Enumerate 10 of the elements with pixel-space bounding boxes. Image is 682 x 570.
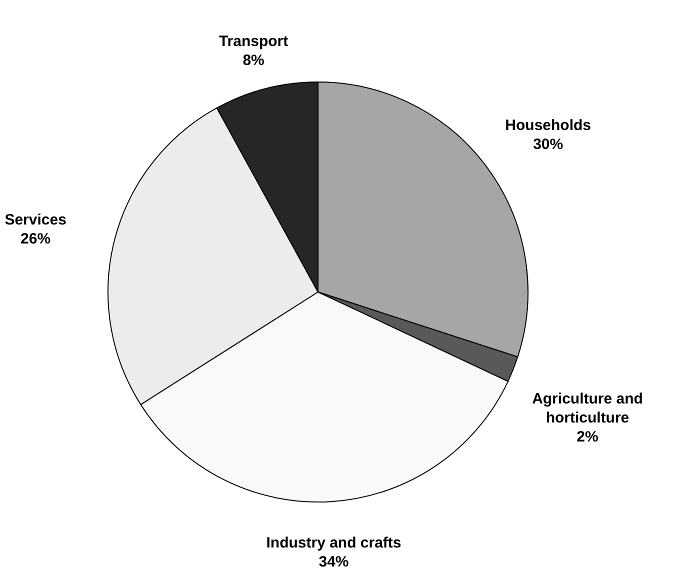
- data-label: 2%: [576, 428, 598, 446]
- slice-label: Households: [505, 116, 592, 134]
- data-label: 26%: [20, 230, 51, 248]
- slice-label: Agriculture and horticulture: [532, 390, 643, 427]
- slice-label: Transport: [218, 32, 288, 50]
- data-label: 30%: [533, 136, 564, 153]
- data-label: 8%: [242, 52, 264, 69]
- slice-label: Services: [4, 211, 66, 228]
- slice-label: Industry and crafts: [266, 534, 402, 552]
- data-label: 34%: [318, 553, 349, 570]
